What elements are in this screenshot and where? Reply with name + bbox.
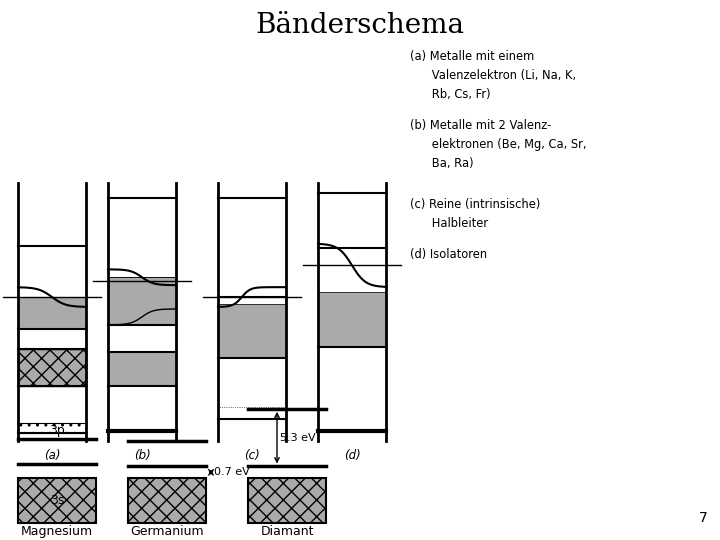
Text: (d) Isolatoren: (d) Isolatoren [410,247,487,260]
Text: (b) Metalle mit 2 Valenz-
      elektronen (Be, Mg, Ca, Sr,
      Ba, Ra): (b) Metalle mit 2 Valenz- elektronen (Be… [410,119,587,170]
Bar [18,478,96,523]
Text: 5.3 eV: 5.3 eV [280,433,315,443]
Bar [218,198,286,297]
Text: Magnesium: Magnesium [21,525,93,538]
Bar [18,246,86,297]
Text: 3s: 3s [50,494,64,507]
Bar [248,478,326,523]
Bar [18,348,86,386]
Text: 7: 7 [699,511,708,525]
Bar [128,478,206,523]
Text: (c): (c) [244,449,260,462]
Text: (a) Metalle mit einem
      Valenzelektron (Li, Na, K,
      Rb, Cs, Fr): (a) Metalle mit einem Valenzelektron (Li… [410,50,576,100]
Bar [218,407,286,419]
Text: Diamant: Diamant [260,525,314,538]
Text: (a): (a) [44,449,60,462]
Text: (b): (b) [134,449,150,462]
Bar [318,292,386,347]
Bar [108,198,176,277]
Bar [108,277,176,325]
Bar [18,297,86,329]
Bar [218,304,286,359]
Text: (d): (d) [343,449,361,462]
Bar [108,352,176,386]
Bar [318,193,386,247]
Text: Germanium: Germanium [130,525,204,538]
Text: Bänderschema: Bänderschema [256,12,464,39]
Text: 3p: 3p [49,424,65,437]
Text: (c) Reine (intrinsische)
      Halbleiter: (c) Reine (intrinsische) Halbleiter [410,198,541,230]
Bar [18,423,86,433]
Text: 0.7 eV: 0.7 eV [214,467,250,477]
